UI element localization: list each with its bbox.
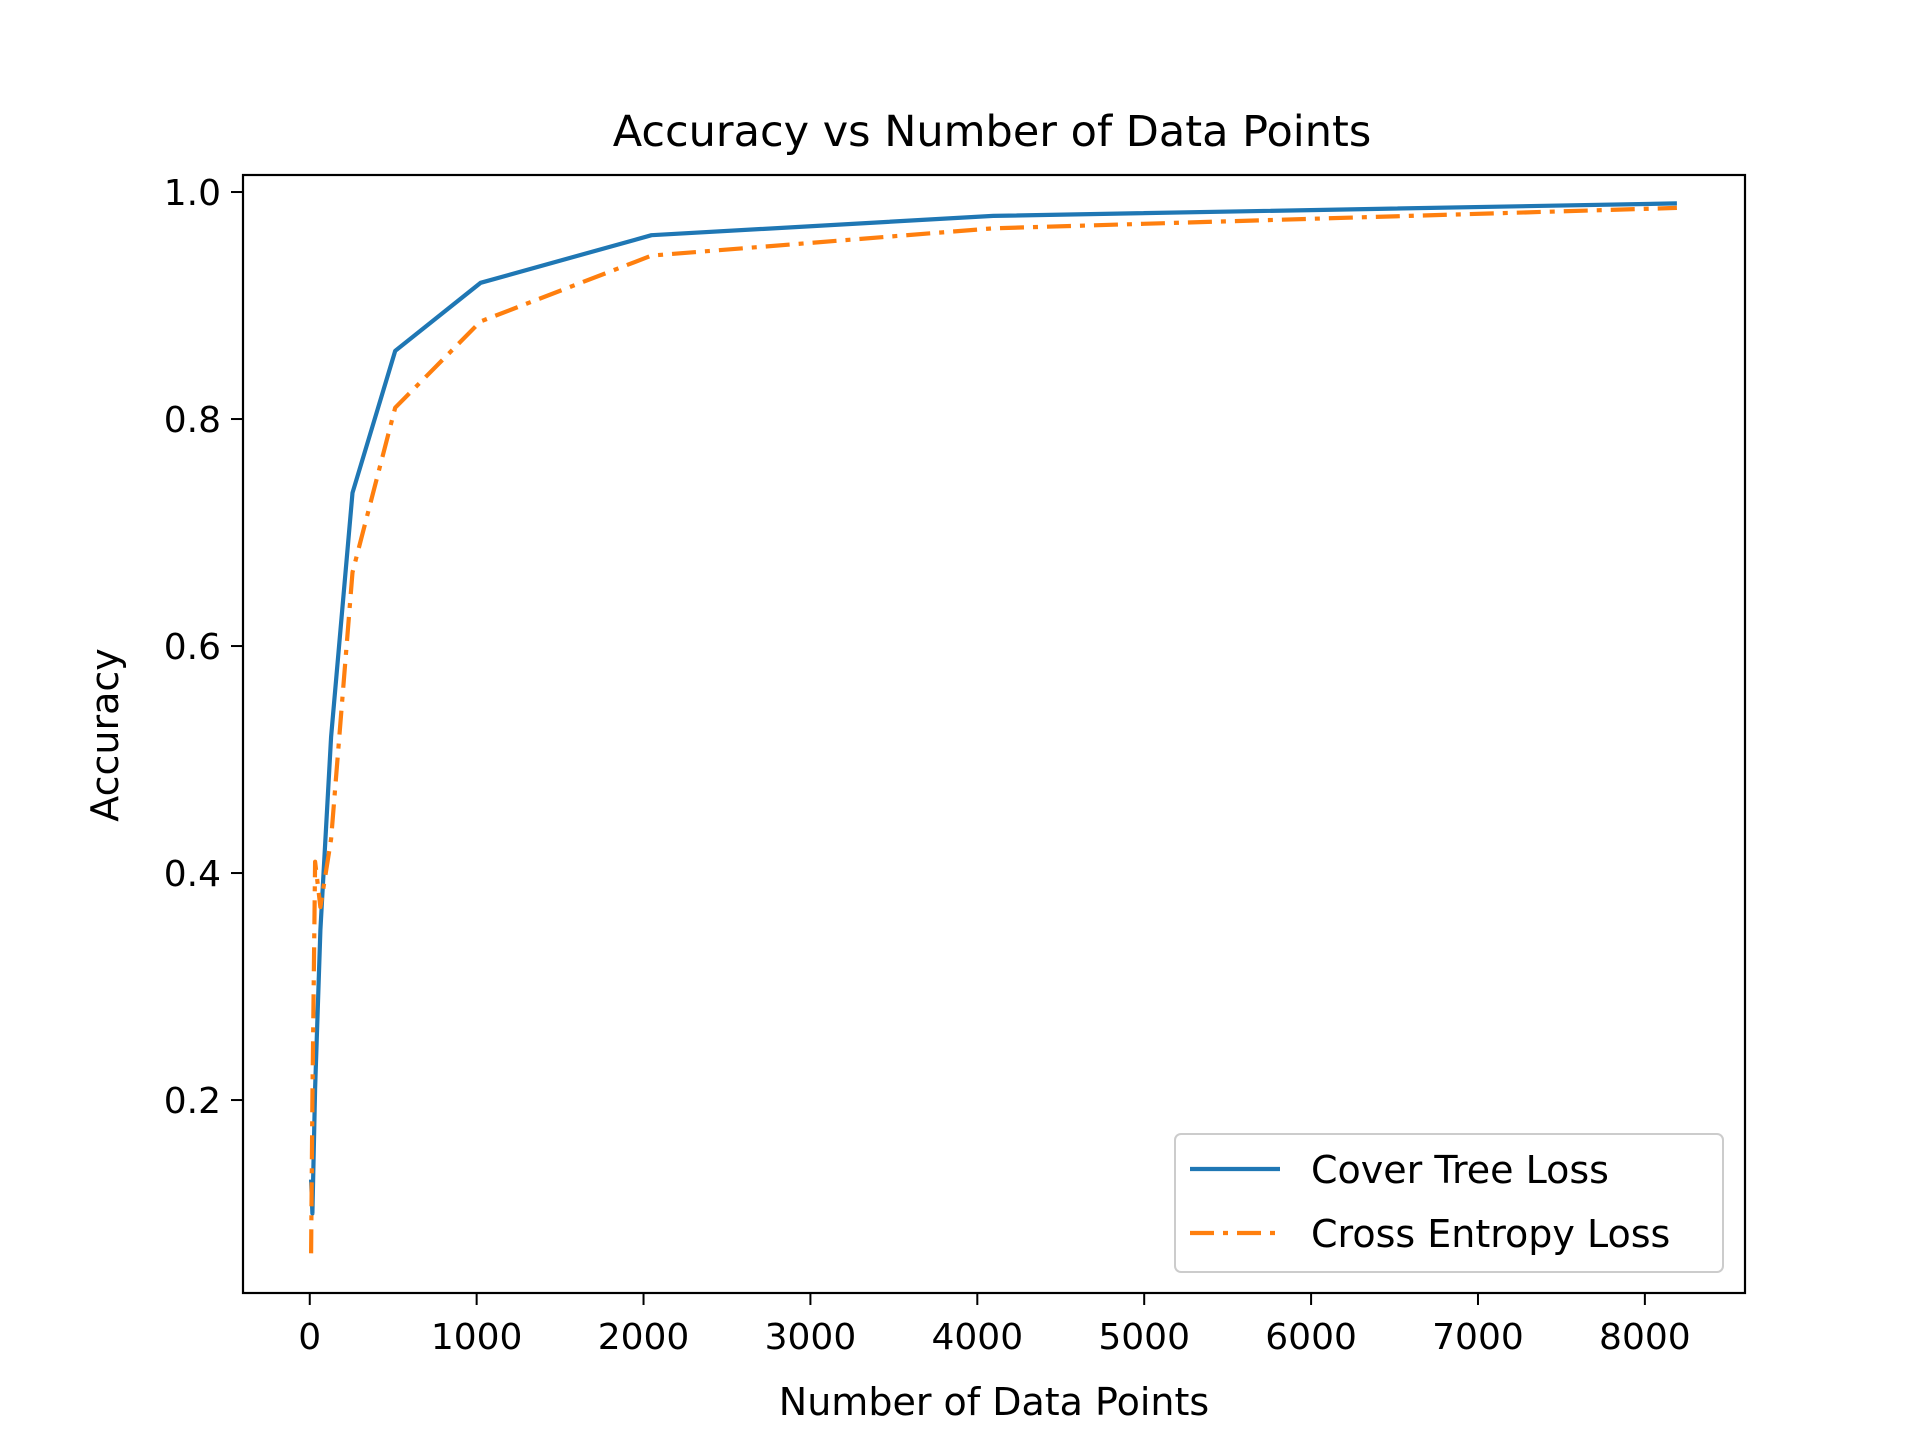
x-tick-label: 7000 [1432, 1317, 1524, 1358]
y-axis: 0.2 0.4 0.6 0.8 1.0 [164, 173, 243, 1122]
legend-label-cross-entropy-loss: Cross Entropy Loss [1311, 1212, 1670, 1256]
y-tick-label: 0.2 [164, 1081, 221, 1122]
x-tick-label: 0 [298, 1317, 321, 1358]
x-axis: 0 1000 2000 3000 4000 5000 6000 7000 8000 [298, 1293, 1691, 1358]
plot-frame [241, 173, 1747, 1295]
x-tick-label: 5000 [1098, 1317, 1190, 1358]
legend: Cover Tree Loss Cross Entropy Loss [1174, 1133, 1724, 1273]
y-tick-label: 0.6 [164, 627, 221, 668]
x-tick-label: 6000 [1265, 1317, 1357, 1358]
plot-area [309, 201, 1677, 1254]
x-tick-label: 4000 [931, 1317, 1023, 1358]
y-tick-label: 1.0 [164, 173, 221, 214]
x-tick-label: 3000 [765, 1317, 857, 1358]
chart-title: Accuracy vs Number of Data Points [613, 107, 1372, 157]
series-line-cover-tree-loss [309, 201, 1677, 1216]
y-tick-label: 0.8 [164, 400, 221, 441]
y-tick-label: 0.4 [164, 854, 221, 895]
legend-box [1174, 1133, 1724, 1273]
x-axis-label: Number of Data Points [779, 1380, 1209, 1424]
legend-label-cover-tree-loss: Cover Tree Loss [1311, 1148, 1609, 1192]
series-line-cross-entropy-loss [309, 205, 1677, 1254]
x-tick-label: 2000 [598, 1317, 690, 1358]
x-tick-label: 8000 [1599, 1317, 1691, 1358]
x-tick-label: 1000 [431, 1317, 523, 1358]
y-axis-label: Accuracy [83, 648, 127, 822]
